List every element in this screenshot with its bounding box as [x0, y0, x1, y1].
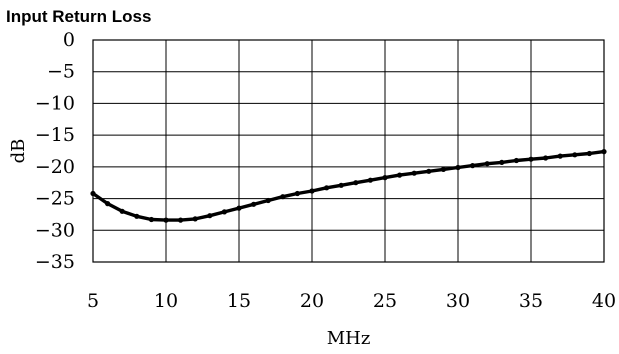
data-point: [397, 172, 403, 178]
data-point: [455, 164, 461, 171]
plot-area-frame: [92, 39, 605, 263]
x-tick-label: 25: [373, 290, 397, 312]
data-point: [105, 201, 111, 207]
data-point: [119, 208, 125, 214]
data-point: [572, 152, 578, 158]
data-series: [90, 149, 607, 223]
x-tick-label: 20: [300, 290, 324, 312]
return-loss-line: [91, 149, 606, 222]
x-tick-label: 35: [519, 290, 543, 312]
data-point: [382, 175, 388, 181]
grid-lines: [93, 40, 604, 262]
data-point: [192, 216, 198, 222]
y-tick-label: −5: [47, 61, 75, 83]
data-point: [367, 177, 373, 183]
data-point: [499, 159, 505, 165]
y-tick-labels: 0 −5 −10 −15 −20 −25 −30 −35: [35, 29, 75, 273]
data-point: [163, 217, 169, 223]
y-tick-label: −30: [35, 219, 75, 241]
data-point: [207, 213, 213, 219]
data-point: [440, 166, 446, 172]
y-tick-label: −20: [35, 156, 75, 178]
y-tick-label: −15: [35, 124, 75, 146]
data-point: [265, 197, 271, 204]
data-point: [309, 188, 315, 194]
data-point: [411, 170, 417, 176]
x-axis-label: MHz: [327, 328, 371, 349]
data-point: [338, 182, 344, 188]
x-tick-label: 40: [592, 290, 616, 312]
y-tick-label: −25: [35, 188, 75, 210]
x-tick-label: 5: [87, 290, 99, 312]
data-point: [221, 209, 227, 215]
data-point: [470, 163, 476, 169]
y-tick-label: −10: [35, 92, 75, 114]
data-point: [557, 153, 563, 159]
x-tick-labels: 5 10 15 20 25 30 35 40: [87, 290, 616, 312]
data-point: [294, 190, 300, 197]
data-point: [324, 185, 330, 191]
data-point: [513, 157, 520, 164]
x-tick-label: 15: [227, 290, 251, 312]
data-point: [353, 180, 359, 186]
y-tick-label: −35: [35, 251, 75, 273]
y-axis-label: dB: [8, 139, 29, 164]
data-point: [426, 168, 432, 174]
data-point: [148, 216, 154, 223]
data-point: [251, 201, 257, 207]
data-point: [178, 217, 184, 223]
y-tick-label: 0: [63, 29, 75, 51]
x-tick-label: 30: [446, 290, 470, 312]
data-point: [236, 205, 242, 211]
data-point: [543, 155, 549, 161]
data-point: [280, 194, 286, 200]
data-point: [484, 161, 490, 167]
data-point: [586, 150, 593, 157]
x-tick-label: 10: [154, 290, 178, 312]
data-point: [528, 156, 534, 162]
data-point: [134, 213, 140, 219]
chart-title: Input Return Loss: [6, 7, 151, 26]
